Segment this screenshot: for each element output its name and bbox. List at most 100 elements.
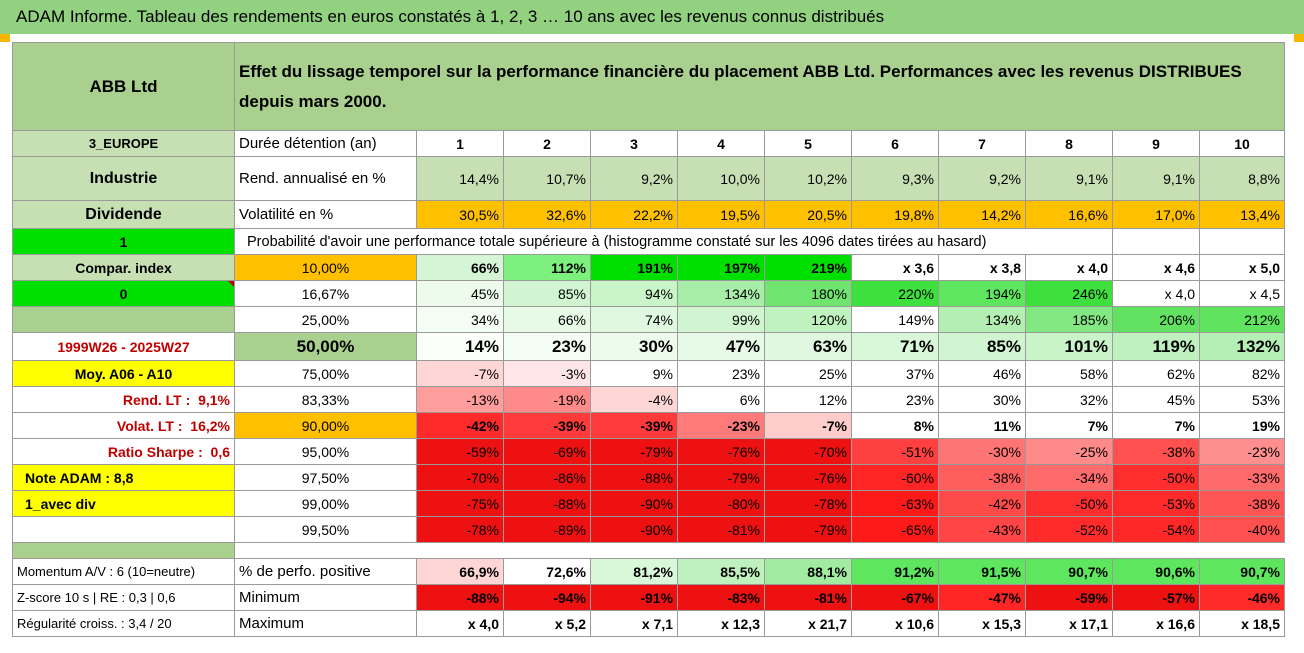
minimum-label: Minimum: [234, 584, 417, 611]
probability-cell: -70%: [764, 438, 852, 465]
maximum-cell: x 18,5: [1199, 610, 1285, 637]
probability-cell: 45%: [1112, 386, 1200, 413]
positive-cell: 72,6%: [503, 558, 591, 585]
probability-cell: -42%: [416, 412, 504, 439]
probability-cell: -70%: [416, 464, 504, 491]
probability-cell: -4%: [590, 386, 678, 413]
probability-cell: 66%: [503, 306, 591, 333]
maximum-cell: x 15,3: [938, 610, 1026, 637]
probability-cell: -90%: [590, 490, 678, 517]
probability-cell: 85%: [503, 280, 591, 307]
probability-cell: -38%: [1112, 438, 1200, 465]
probability-cell: -39%: [503, 412, 591, 439]
positive-cell: 85,5%: [677, 558, 765, 585]
positive-cell: 88,1%: [764, 558, 852, 585]
window-title: ADAM Informe. Tableau des rendements en …: [0, 0, 1304, 34]
rend-cell: 10,7%: [503, 156, 591, 201]
volat-cell: 19,5%: [677, 200, 765, 229]
average-label: Moy. A06 - A10: [12, 360, 235, 387]
minimum-cell: -57%: [1112, 584, 1200, 611]
corner-marker-right: [1294, 34, 1304, 42]
probability-cell: 12%: [764, 386, 852, 413]
probability-cell: -42%: [938, 490, 1026, 517]
probability-cell: 45%: [416, 280, 504, 307]
probability-cell: 23%: [851, 386, 939, 413]
sharpe-ratio-label: Ratio Sharpe :: [107, 443, 203, 460]
maximum-cell: x 5,2: [503, 610, 591, 637]
probability-cell: -78%: [416, 516, 504, 543]
rend-cell: 9,2%: [590, 156, 678, 201]
probability-cell: -79%: [677, 464, 765, 491]
probability-cell: -90%: [590, 516, 678, 543]
probability-level: 99,00%: [234, 490, 417, 517]
volat-cell: 20,5%: [764, 200, 852, 229]
probability-cell: -25%: [1025, 438, 1113, 465]
probability-cell: x 4,0: [1112, 280, 1200, 307]
probability-cell: 112%: [503, 254, 591, 281]
probability-cell: 71%: [851, 332, 939, 361]
probability-cell: -39%: [590, 412, 678, 439]
maximum-cell: x 10,6: [851, 610, 939, 637]
probability-cell: -53%: [1112, 490, 1200, 517]
probability-level: 95,00%: [234, 438, 417, 465]
year-header: 5: [764, 130, 852, 157]
rend-label: Rend. annualisé en %: [234, 156, 417, 201]
positive-cell: 91,5%: [938, 558, 1026, 585]
probability-cell: 212%: [1199, 306, 1285, 333]
maximum-label: Maximum: [234, 610, 417, 637]
probability-cell: 62%: [1112, 360, 1200, 387]
cell: [1112, 228, 1200, 255]
probability-cell: 85%: [938, 332, 1026, 361]
probability-cell: -50%: [1025, 490, 1113, 517]
cell: [1199, 228, 1285, 255]
sharpe-ratio: Ratio Sharpe : 0,6: [12, 438, 235, 465]
probability-cell: -60%: [851, 464, 939, 491]
probability-cell: -76%: [677, 438, 765, 465]
probability-cell: x 4,5: [1199, 280, 1285, 307]
maximum-cell: x 12,3: [677, 610, 765, 637]
period-label: 1999W26 - 2025W27: [12, 332, 235, 361]
rend-lt: Rend. LT : 9,1%: [12, 386, 235, 413]
volat-cell: 17,0%: [1112, 200, 1200, 229]
probability-cell: -38%: [1199, 490, 1285, 517]
year-header: 4: [677, 130, 765, 157]
volat-cell: 22,2%: [590, 200, 678, 229]
duration-label: Durée détention (an): [234, 130, 417, 157]
minimum-cell: -81%: [764, 584, 852, 611]
rend-lt-label: Rend. LT :: [122, 391, 191, 408]
corner-marker-left: [0, 34, 10, 42]
probability-cell: 30%: [938, 386, 1026, 413]
probability-cell: 134%: [938, 306, 1026, 333]
probability-cell: 149%: [851, 306, 939, 333]
probability-cell: 197%: [677, 254, 765, 281]
probability-level: 75,00%: [234, 360, 417, 387]
year-header: 1: [416, 130, 504, 157]
maximum-cell: x 21,7: [764, 610, 852, 637]
probability-level: 83,33%: [234, 386, 417, 413]
probability-cell: 23%: [503, 332, 591, 361]
zscore-label: Z-score 10 s | RE : 0,3 | 0,6: [12, 584, 235, 611]
probability-cell: -78%: [764, 490, 852, 517]
probability-cell: -40%: [1199, 516, 1285, 543]
dividend-mode: 1_avec div: [12, 490, 235, 517]
rend-cell: 9,2%: [938, 156, 1026, 201]
sharpe-ratio-value: 0,6: [210, 443, 230, 460]
probability-cell: -54%: [1112, 516, 1200, 543]
probability-cell: -51%: [851, 438, 939, 465]
rend-cell: 14,4%: [416, 156, 504, 201]
probability-cell: 219%: [764, 254, 852, 281]
dividend-label: Dividende: [12, 200, 235, 229]
volat-lt-value: 16,2%: [190, 417, 230, 434]
positive-label: % de perfo. positive: [234, 558, 417, 585]
volat-cell: 14,2%: [938, 200, 1026, 229]
year-header: 7: [938, 130, 1026, 157]
minimum-cell: -67%: [851, 584, 939, 611]
probability-cell: x 3,6: [851, 254, 939, 281]
minimum-cell: -46%: [1199, 584, 1285, 611]
probability-cell: -43%: [938, 516, 1026, 543]
volat-lt: Volat. LT : 16,2%: [12, 412, 235, 439]
description: Effet du lissage temporel sur la perform…: [234, 42, 1285, 131]
adam-note: Note ADAM : 8,8: [12, 464, 235, 491]
minimum-cell: -91%: [590, 584, 678, 611]
rend-cell: 9,3%: [851, 156, 939, 201]
